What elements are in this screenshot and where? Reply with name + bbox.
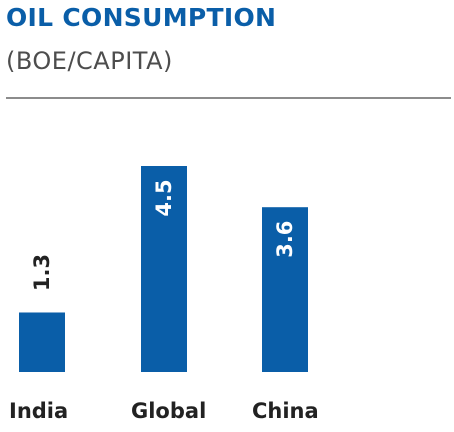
bars-layer [19,166,308,372]
category-label-china: China [252,399,319,423]
value-label-china: 3.6 [273,221,297,258]
bar-global [141,166,187,372]
title-divider [6,97,451,99]
value-label-india: 1.3 [30,254,54,291]
category-label-global: Global [131,399,206,423]
chart-subtitle: (BOE/CAPITA) [6,47,173,75]
value-label-global: 4.5 [152,179,176,216]
category-label-india: India [9,399,68,423]
labels-layer: 1.3 India 4.5 Global 3.6 China [9,179,319,423]
chart-title: OIL CONSUMPTION [6,3,277,32]
bar-china [262,207,308,372]
bar-india [19,312,65,372]
